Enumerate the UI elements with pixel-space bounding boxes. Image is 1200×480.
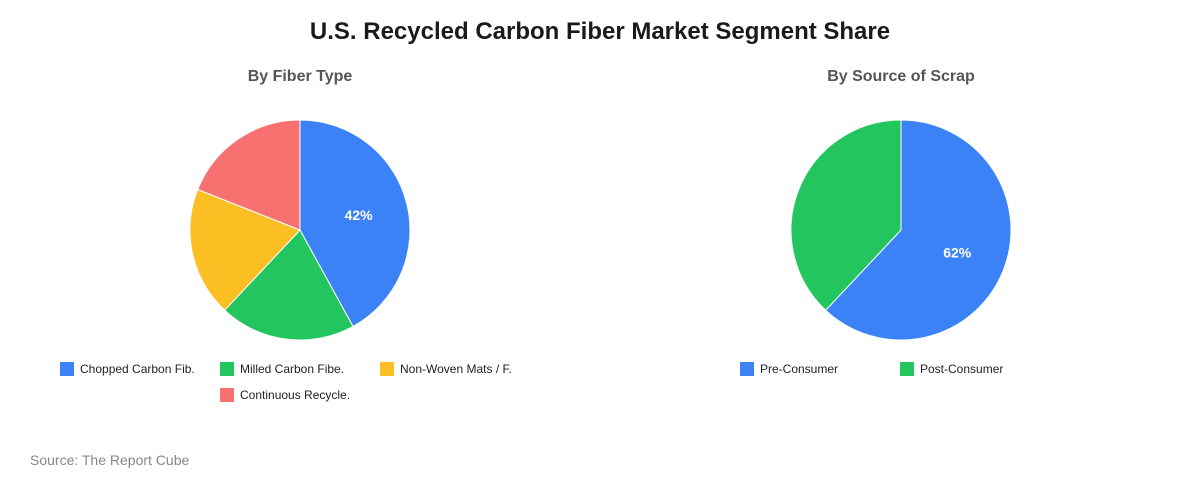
pie-data-label: 42% [345, 207, 374, 223]
pie-slice-milled-carbon-fibe[interactable] [223, 229, 354, 341]
pie-slice-chopped-carbon-fib[interactable] [299, 119, 411, 328]
legend-swatch [220, 388, 234, 402]
legend-item[interactable]: Chopped Carbon Fib. [60, 362, 195, 376]
source-note: Source: The Report Cube [30, 452, 190, 468]
legend-item[interactable]: Non-Woven Mats / F. [380, 362, 512, 376]
legend-label: Non-Woven Mats / F. [400, 362, 512, 376]
legend-item[interactable]: Post-Consumer [900, 362, 1003, 376]
pie-slice-non-woven-mats-f[interactable] [189, 188, 301, 311]
legend-label: Pre-Consumer [760, 362, 839, 376]
pie-slice-post-consumer[interactable] [790, 119, 902, 311]
legend-item[interactable]: Pre-Consumer [740, 362, 838, 376]
pie-chart-fiber-type: 42% [189, 119, 411, 341]
page-title: U.S. Recycled Carbon Fiber Market Segmen… [309, 18, 891, 45]
legend-label: Chopped Carbon Fib. [80, 362, 195, 376]
chart-title-source-of-scrap: By Source of Scrap [827, 68, 975, 85]
legend-swatch [900, 362, 914, 376]
legend-swatch [220, 362, 234, 376]
pie-data-label: 62% [943, 244, 972, 260]
chart-title-fiber-type: By Fiber Type [247, 68, 353, 85]
pie-chart-source-of-scrap: 62% [790, 119, 1012, 341]
legend-swatch [60, 362, 74, 376]
legend-label: Continuous Recycle. [240, 388, 351, 402]
legend-item[interactable]: Milled Carbon Fibe. [220, 362, 344, 376]
legend-label: Post-Consumer [920, 362, 1004, 376]
pie-slice-continuous-recycle[interactable] [197, 119, 301, 231]
legend-swatch [740, 362, 754, 376]
legend-item[interactable]: Continuous Recycle. [220, 388, 350, 402]
pie-slice-pre-consumer[interactable] [824, 119, 1012, 341]
legend-label: Milled Carbon Fibe. [240, 362, 345, 376]
legend-swatch [380, 362, 394, 376]
